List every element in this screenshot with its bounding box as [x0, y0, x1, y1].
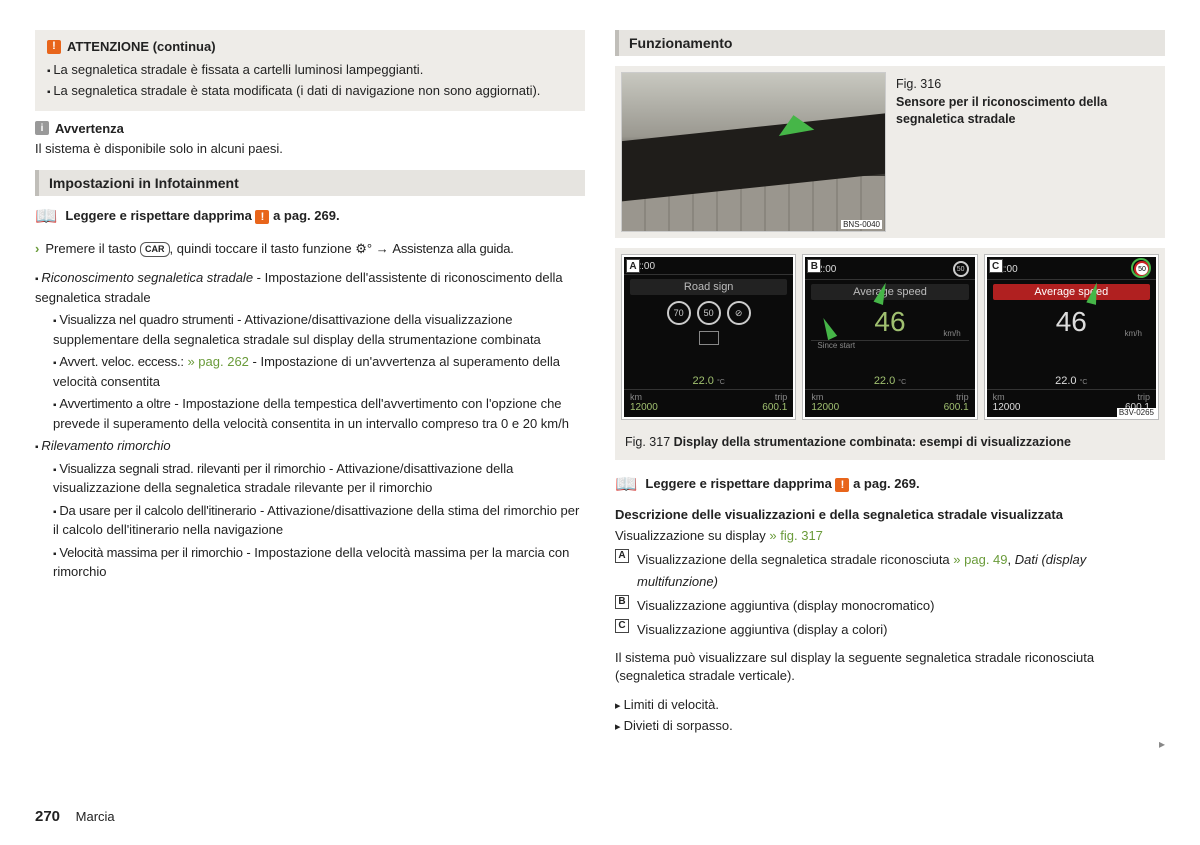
- page-footer: 270 Marcia: [35, 808, 115, 825]
- page-link[interactable]: » pag. 49: [953, 552, 1007, 567]
- figure-caption: Sensore per il riconoscimento della segn…: [896, 94, 1159, 129]
- section-title: Funzionamento: [615, 30, 1165, 56]
- sign-types-list: Limiti di velocità. Divieti di sorpasso.: [615, 695, 1165, 737]
- display-letter: C: [989, 259, 1003, 273]
- feature-name: Visualizza nel quadro strumenti: [59, 312, 233, 327]
- highlight-ring-icon: [1131, 258, 1151, 278]
- feature-name: Rilevamento rimorchio: [41, 438, 170, 453]
- read-page-ref: a pag. 269.: [273, 208, 339, 223]
- section-title: Impostazioni in Infotainment: [35, 170, 585, 196]
- car-icon: [699, 331, 719, 345]
- list-item: Divieti di sorpasso.: [615, 716, 1165, 737]
- gear-icon: ⚙︎°: [355, 241, 372, 256]
- feature-name: Avvert. veloc. eccess.:: [59, 354, 184, 369]
- desc-c: Visualizzazione aggiuntiva (display a co…: [637, 619, 1165, 641]
- car-button: CAR: [140, 242, 170, 258]
- feature-name: Velocità massima per il rimorchio: [59, 545, 242, 560]
- left-column: ! ATTENZIONE (continua) La segnaletica s…: [35, 30, 585, 737]
- note-label: Avvertenza: [55, 121, 124, 136]
- display-a: A 12:00 Road sign 70 50 ⊘ 22.0 °C km1200…: [621, 254, 796, 420]
- read-first-text: Leggere e rispettare dapprima: [645, 476, 831, 491]
- system-text: Il sistema può visualizzare sul display …: [615, 649, 1165, 685]
- image-code: B3V-0265: [1117, 408, 1156, 417]
- figure-317: A 12:00 Road sign 70 50 ⊘ 22.0 °C km1200…: [615, 248, 1165, 426]
- speed-sign-icon: 70: [667, 301, 691, 325]
- display-c: C 12:00 50 Average speed 46 km/h 22.0 °C: [984, 254, 1159, 420]
- book-icon: 📖: [615, 474, 637, 495]
- continue-arrow-icon: ▸: [1159, 737, 1165, 751]
- figure-link[interactable]: » fig. 317: [769, 528, 823, 543]
- warning-item: La segnaletica stradale è fissata a cart…: [47, 61, 573, 80]
- display-b: B 12:00 50 Average speed 46 km/h Since s…: [802, 254, 977, 420]
- feature-name: Visualizza segnali strad. rilevanti per …: [59, 461, 325, 476]
- warning-icon: !: [47, 40, 61, 54]
- warning-icon: !: [255, 210, 269, 224]
- note-text: Il sistema è disponibile solo in alcuni …: [35, 140, 585, 158]
- warning-item: La segnaletica stradale è stata modifica…: [47, 82, 573, 101]
- feature-name: Da usare per il calcolo dell'itinerario: [59, 503, 256, 518]
- feature-list: Riconoscimento segnaletica stradale - Im…: [35, 268, 585, 582]
- display-descriptions: A Visualizzazione della segnaletica stra…: [615, 549, 1165, 641]
- letter-badge: C: [615, 619, 629, 633]
- display-letter: A: [626, 259, 640, 273]
- desc-heading: Descrizione delle visualizzazioni e dell…: [615, 507, 1165, 522]
- right-column: Funzionamento BNS-0040 Fig. 316 Sensore …: [615, 30, 1165, 737]
- speed-sign-icon: 50: [953, 261, 969, 277]
- no-pass-sign-icon: ⊘: [727, 301, 751, 325]
- desc-b: Visualizzazione aggiuntiva (display mono…: [637, 595, 1165, 617]
- read-page-ref: a pag. 269.: [853, 476, 919, 491]
- feature-name: Avvertimento a oltre: [59, 396, 170, 411]
- letter-badge: A: [615, 549, 629, 563]
- figure-316: BNS-0040 Fig. 316 Sensore per il riconos…: [615, 66, 1165, 238]
- warning-title: ATTENZIONE (continua): [67, 38, 216, 57]
- warning-box: ! ATTENZIONE (continua) La segnaletica s…: [35, 30, 585, 111]
- action-chevron-icon: ›: [35, 239, 39, 259]
- chapter-name: Marcia: [76, 809, 115, 824]
- list-item: Limiti di velocità.: [615, 695, 1165, 716]
- display-letter: B: [807, 259, 821, 273]
- page-link[interactable]: » pag. 262: [187, 354, 248, 369]
- speed-sign-icon: 50: [697, 301, 721, 325]
- read-first-text: Leggere e rispettare dapprima: [65, 208, 251, 223]
- figure-317-caption: Fig. 317 Display della strumentazione co…: [615, 426, 1165, 460]
- page-number: 270: [35, 808, 60, 825]
- image-code: BNS-0040: [841, 220, 882, 229]
- viz-text: Visualizzazione su display: [615, 528, 766, 543]
- feature-name: Riconoscimento segnaletica stradale: [41, 270, 253, 285]
- figure-number: Fig. 316: [896, 77, 941, 91]
- warning-icon: !: [835, 478, 849, 492]
- info-icon: i: [35, 121, 49, 135]
- book-icon: 📖: [35, 206, 57, 227]
- desc-a: Visualizzazione della segnaletica strada…: [637, 549, 1165, 593]
- action-text: Premere il tasto CAR, quindi toccare il …: [45, 239, 514, 259]
- letter-badge: B: [615, 595, 629, 609]
- sensor-image: BNS-0040: [621, 72, 886, 232]
